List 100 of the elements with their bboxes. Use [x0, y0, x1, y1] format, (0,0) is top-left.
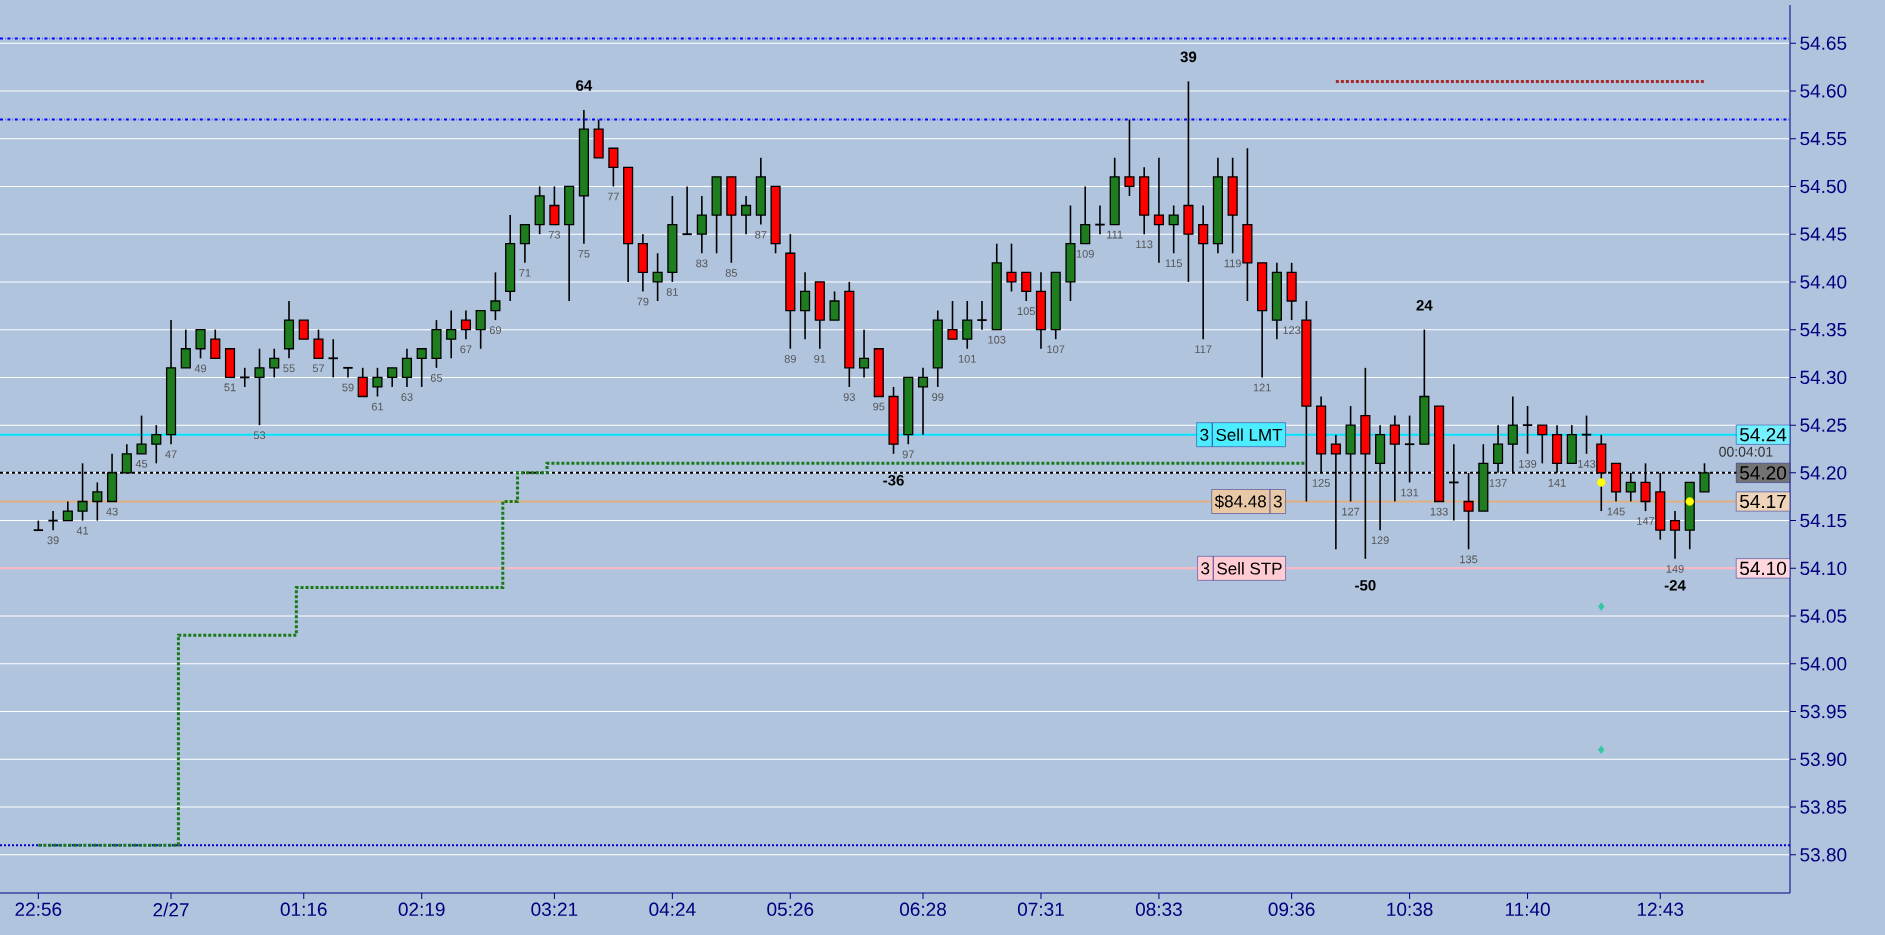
text: 73: [548, 230, 561, 239]
candlestick: [342, 366, 354, 379]
text: 59: [342, 383, 354, 392]
y-tick-label: 53.80: [1800, 848, 1847, 862]
text: 57: [312, 364, 325, 373]
annotation: 24: [1416, 299, 1433, 311]
y-tick-label: 54.00: [1800, 657, 1847, 671]
candlestick: [416, 347, 427, 388]
candlestick: [446, 309, 457, 360]
point: [1598, 745, 1605, 754]
text: 79: [637, 297, 649, 306]
candlestick: [549, 185, 560, 226]
text: 117: [1195, 345, 1212, 353]
candlestick: [151, 424, 162, 465]
text: 47: [165, 450, 177, 458]
candlestick: [1080, 185, 1091, 245]
text: 51: [224, 383, 236, 392]
text: 41: [76, 526, 89, 535]
text: 39: [47, 536, 59, 545]
candlestick: [254, 347, 265, 426]
candlestick: [298, 319, 309, 340]
x-tick-label: 07:31: [1017, 902, 1064, 916]
annotation: 3: [1201, 562, 1210, 575]
text: 135: [1460, 555, 1478, 564]
y-tick-label: 54.15: [1800, 513, 1847, 528]
y-tick-label: 54.35: [1800, 322, 1847, 337]
text: 125: [1312, 479, 1330, 487]
text: 89: [784, 354, 796, 363]
annotation: 3: [1273, 495, 1282, 508]
candlestick: [210, 328, 221, 360]
x-tick-label: 10:38: [1387, 902, 1433, 916]
text: 123: [1283, 326, 1301, 335]
y-tick-label: 53.90: [1800, 752, 1847, 767]
candlestick: [1124, 118, 1135, 197]
x-tick-label: 11:40: [1505, 902, 1550, 916]
candlestick: [917, 367, 929, 436]
candlestick: [947, 300, 958, 340]
candlestick: [858, 328, 870, 379]
candlestick: [372, 367, 383, 398]
y-tick-label: 54.10: [1800, 561, 1847, 576]
point: [1685, 497, 1694, 506]
candlestick: [1094, 204, 1106, 235]
candlestick: [1580, 414, 1593, 455]
candlestick: [519, 223, 530, 264]
annotation: 39: [1180, 51, 1197, 63]
y-tick-label: 54.60: [1800, 84, 1847, 98]
annotation: -50: [1355, 580, 1376, 591]
candlestick: [92, 481, 103, 522]
text: 87: [755, 230, 767, 239]
text: 107: [1047, 345, 1065, 354]
text: 71: [519, 269, 531, 277]
annotation: 3: [1200, 428, 1209, 441]
y-tick-label: 54.65: [1800, 36, 1847, 50]
text: 139: [1519, 459, 1537, 468]
text: 83: [696, 259, 708, 268]
text: 129: [1371, 536, 1389, 545]
candlestick: [401, 347, 413, 388]
x-tick-label: 01:16: [280, 902, 327, 916]
y-tick-label: 54.45: [1800, 227, 1847, 241]
text: 97: [902, 450, 914, 459]
text: 119: [1224, 259, 1241, 268]
text: 77: [607, 192, 619, 201]
text: 63: [401, 393, 413, 401]
candlestick: [1669, 510, 1681, 560]
y-tick-label: 53.85: [1800, 800, 1847, 814]
candlestick: [608, 147, 619, 188]
candlestick: [460, 309, 472, 340]
text: 55: [283, 364, 295, 373]
x-tick-label: 2/27: [153, 902, 189, 917]
candlestick: [490, 271, 501, 321]
text: 45: [135, 459, 148, 468]
candlestick: [652, 252, 663, 302]
text: 75: [578, 249, 590, 258]
text: 127: [1342, 507, 1360, 516]
text: 69: [489, 326, 502, 335]
annotation: Sell STP: [1217, 562, 1282, 575]
text: 49: [194, 364, 207, 373]
candlestick: [681, 185, 693, 236]
candlestick: [696, 195, 707, 255]
candlestick: [195, 328, 206, 360]
text: 141: [1548, 479, 1566, 487]
candlestick: [962, 300, 973, 350]
annotation: -24: [1664, 580, 1686, 591]
candlestick: [62, 500, 73, 522]
text: 145: [1607, 507, 1625, 516]
candlestick: [1153, 156, 1165, 264]
ref-line-label: 54.24: [1740, 427, 1787, 442]
x-tick-label: 08:33: [1135, 902, 1182, 916]
candlestick: [387, 367, 398, 388]
text: 137: [1489, 479, 1507, 487]
text: 00:04:01: [1719, 446, 1773, 457]
x-tick-label: 06:28: [899, 902, 946, 916]
candlestick: [1198, 204, 1209, 340]
text: 113: [1136, 240, 1153, 249]
text: 111: [1107, 230, 1123, 239]
candlestick: [47, 510, 59, 531]
candlestick: [1537, 424, 1548, 465]
candlestick: [239, 367, 251, 388]
text: 85: [725, 269, 737, 277]
candlestick: [136, 414, 147, 455]
